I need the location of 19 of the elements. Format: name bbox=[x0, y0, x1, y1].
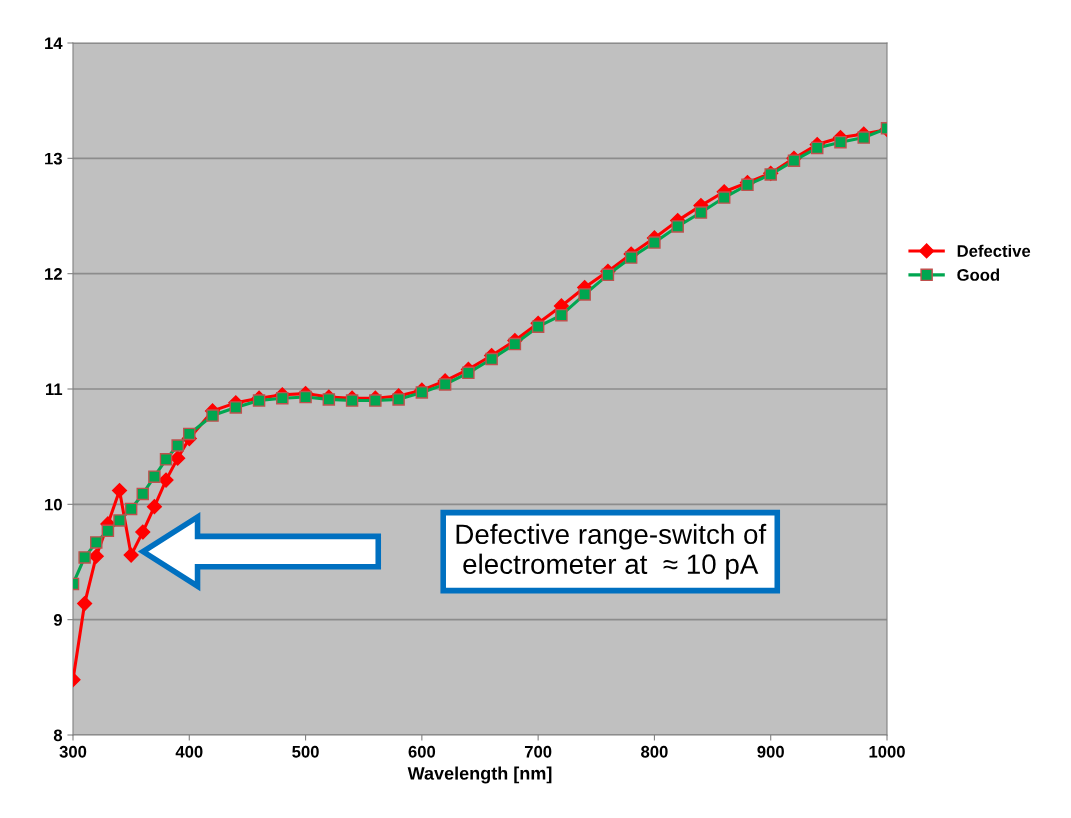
y-tick-label: 11 bbox=[46, 383, 63, 396]
y-tick-label: 9 bbox=[53, 614, 62, 626]
y-tick-label: 12 bbox=[45, 268, 62, 280]
x-tick-label: 900 bbox=[757, 745, 784, 758]
x-tick-label: 700 bbox=[524, 745, 552, 758]
legend-label: Good bbox=[957, 268, 1000, 281]
x-tick-label: 1000 bbox=[869, 745, 905, 758]
legend-label: Defective bbox=[957, 244, 1031, 257]
annotation: Defective range-switch of electrometer at ≈ 10 pA bbox=[456, 523, 767, 580]
x-tick-label: 600 bbox=[408, 745, 436, 758]
y-tick-label: 13 bbox=[45, 152, 62, 165]
x-tick-label: 500 bbox=[292, 745, 319, 758]
y-tick-label: 10 bbox=[45, 498, 62, 511]
x-tick-label: 400 bbox=[175, 745, 203, 758]
y-tick-label: 14 bbox=[45, 37, 63, 50]
x-tick-label: 300 bbox=[59, 745, 87, 758]
y-tick-label: 8 bbox=[53, 729, 63, 742]
x-axis-title: Wavelength [nm] bbox=[407, 766, 552, 784]
x-tick-label: 800 bbox=[641, 745, 668, 758]
